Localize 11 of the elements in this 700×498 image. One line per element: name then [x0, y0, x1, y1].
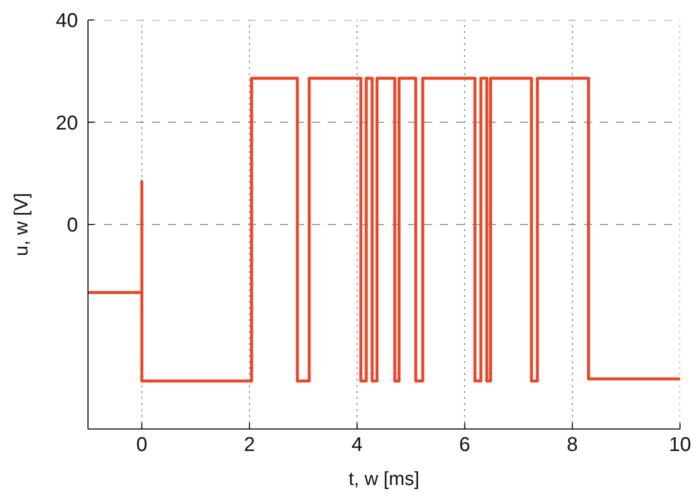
- y-tick-label: 20: [56, 112, 78, 134]
- x-tick-label: 10: [668, 434, 692, 456]
- x-tick-label: 4: [352, 434, 363, 456]
- y-tick-label: 0: [66, 214, 78, 237]
- y-tick-label: 40: [56, 10, 78, 32]
- x-tick-label: 0: [136, 434, 148, 456]
- x-tick-label: 6: [459, 434, 470, 456]
- x-axis-title: t, w [ms]: [348, 469, 420, 490]
- x-tick-label: 2: [244, 434, 256, 456]
- y-axis-title: u, w [V]: [12, 192, 32, 256]
- x-tick-label: 8: [566, 434, 578, 456]
